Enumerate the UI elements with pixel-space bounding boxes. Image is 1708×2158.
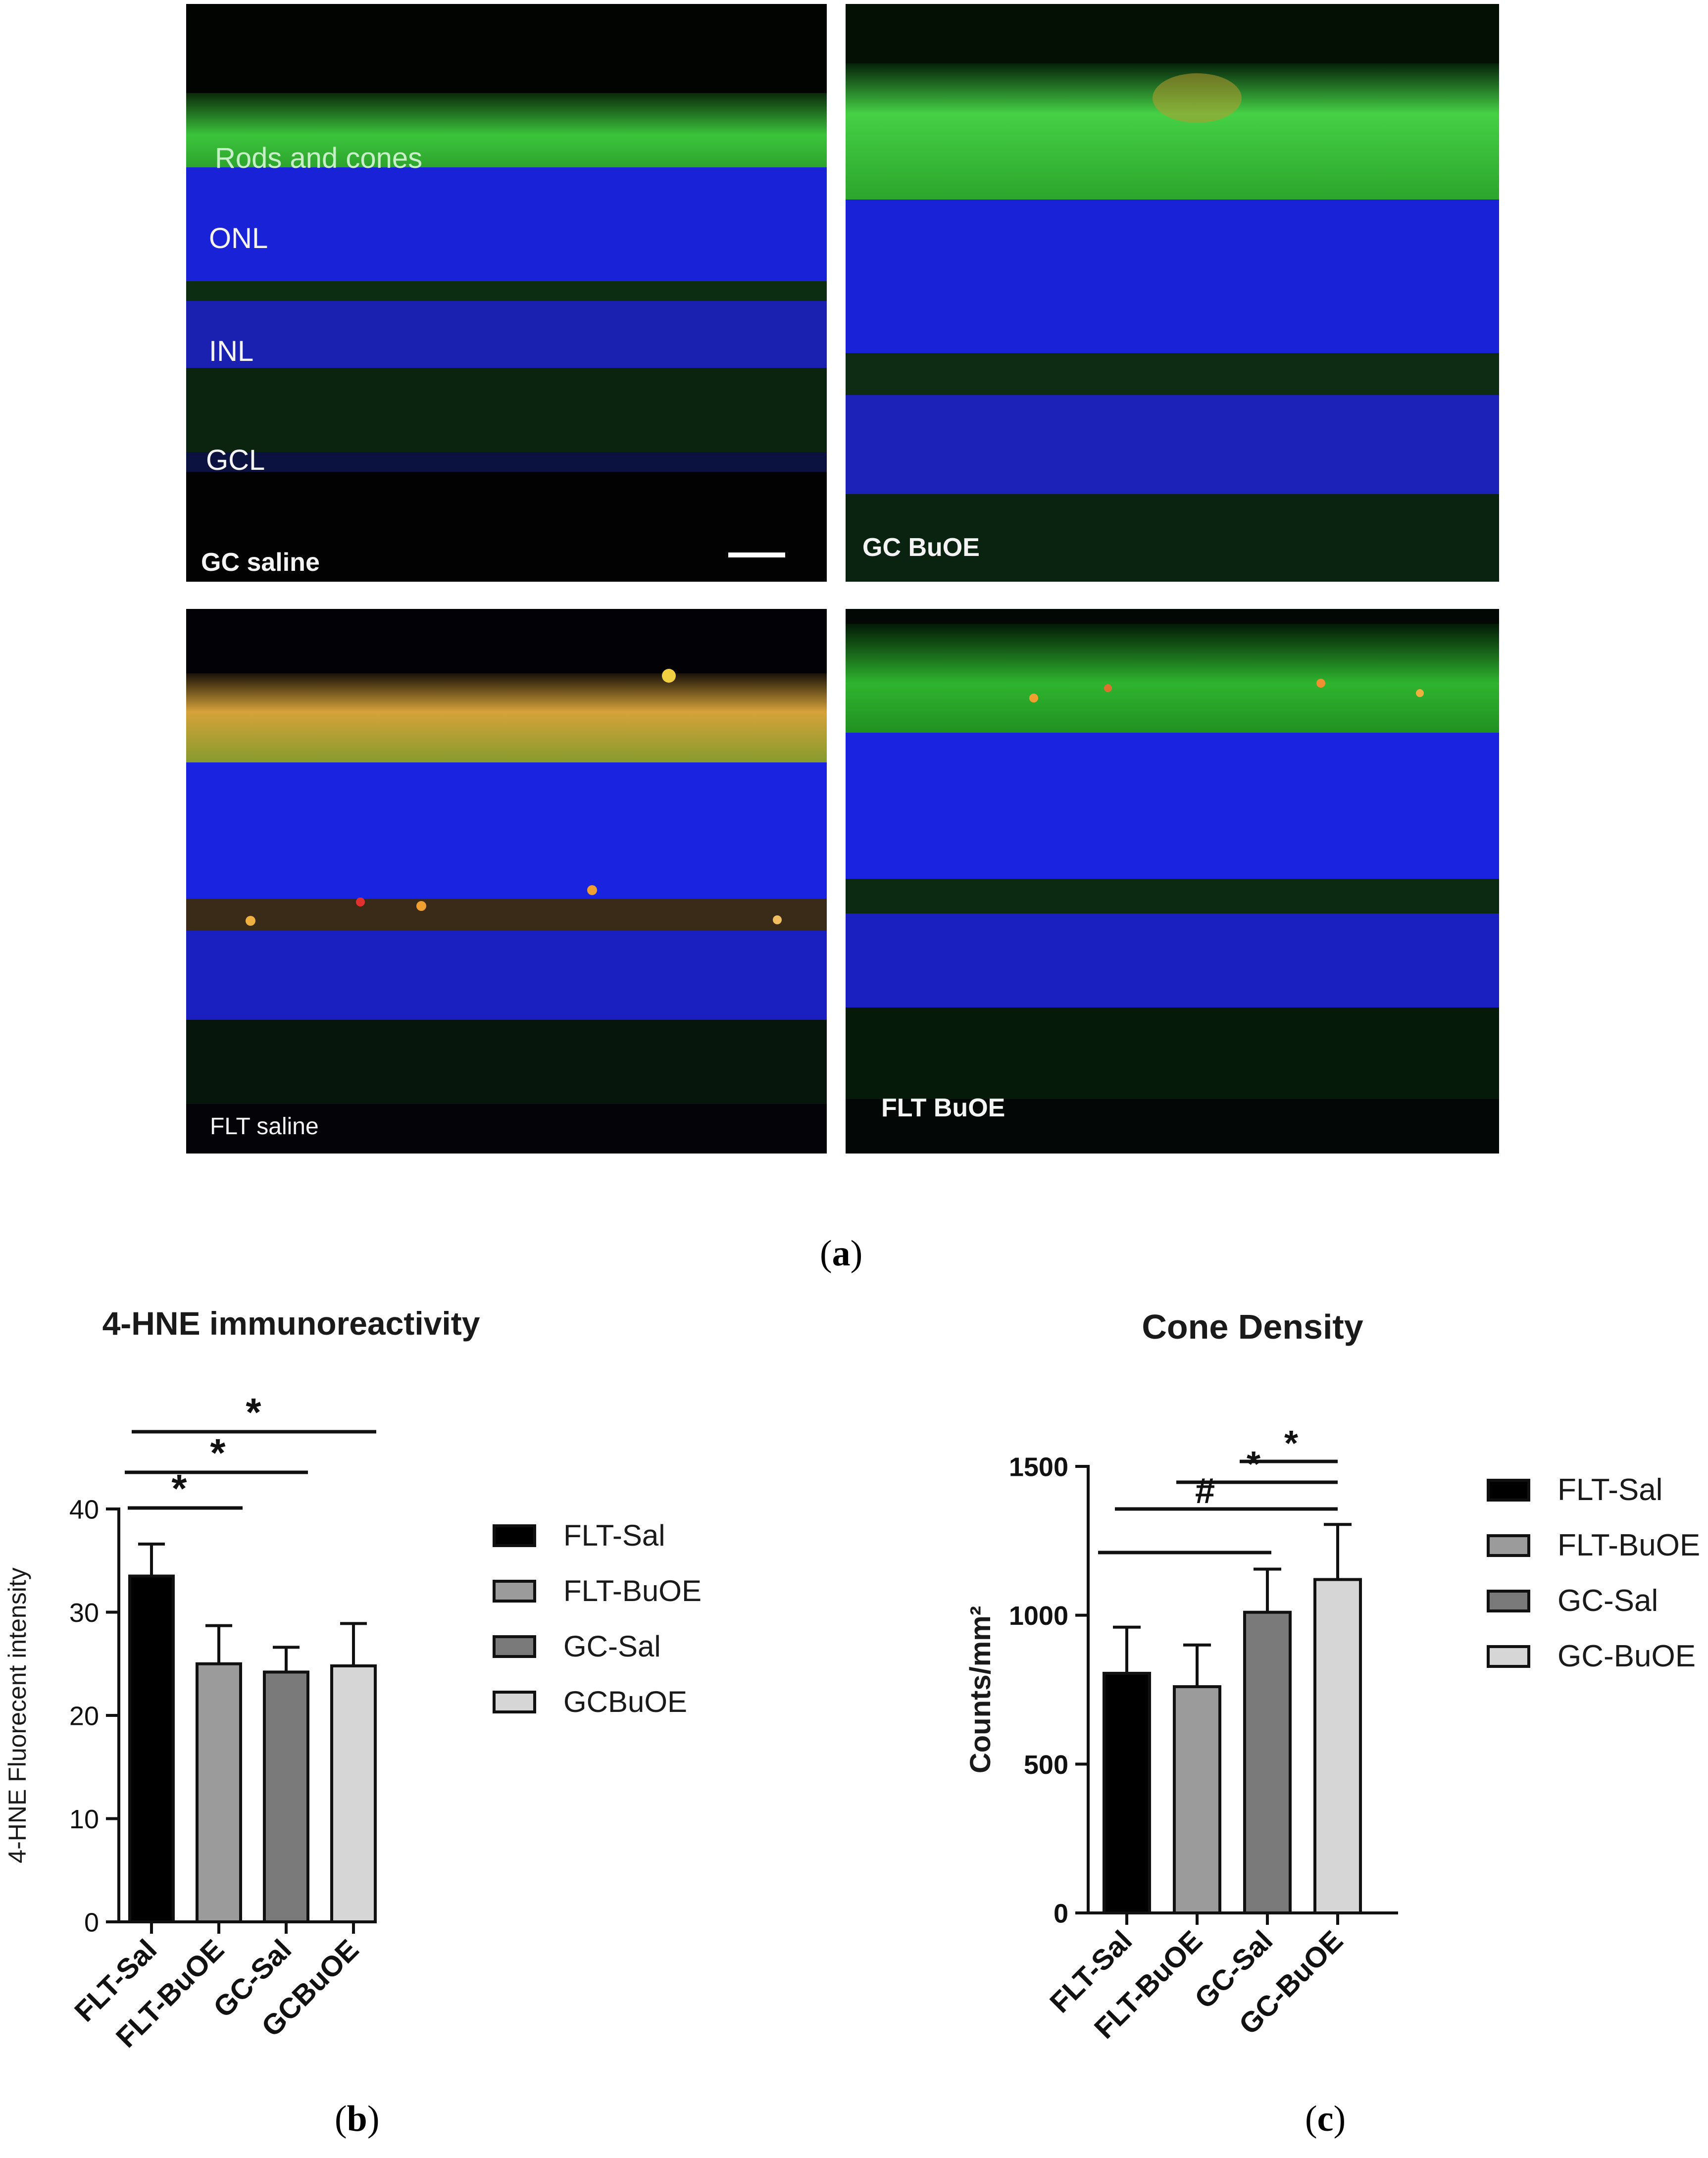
panel-label-c: (c) <box>1305 2099 1346 2139</box>
micrograph-flt-saline: FLT saline <box>186 609 827 1154</box>
y-axis-label: 4-HNE Fluorecent intensity <box>3 1567 31 1863</box>
bar <box>196 1662 242 1923</box>
significance-marker: * <box>246 1390 261 1434</box>
y-tick-label: 30 <box>69 1598 99 1628</box>
bar <box>128 1574 175 1923</box>
micrograph-flt-buoe: FLT BuOE <box>846 609 1499 1154</box>
y-tick-label: 1500 <box>1009 1452 1068 1482</box>
bar <box>330 1664 377 1923</box>
chart-4hne: 4-HNE immunoreactivity 4-HNE Fluorecent i… <box>3 1305 702 2054</box>
y-tick-label: 1000 <box>1009 1601 1068 1631</box>
scale-bar <box>728 552 785 557</box>
y-tick-label: 500 <box>1024 1750 1068 1780</box>
legend-swatch <box>493 1635 536 1658</box>
y-axis-label: Counts/mm² <box>964 1606 997 1773</box>
micrograph-caption: FLT saline <box>210 1113 319 1140</box>
bar <box>1173 1685 1221 1915</box>
legend-label: GC-Sal <box>563 1630 661 1663</box>
legend-label: GC-Sal <box>1557 1584 1658 1618</box>
layer-label-gcl: GCL <box>206 444 265 476</box>
micrograph-gc-saline: Rods and cones ONL INL GCL GC saline <box>186 4 827 582</box>
significance-marker: * <box>1247 1445 1260 1484</box>
legend-label: FLT-Sal <box>1557 1473 1662 1507</box>
legend-label: GC-BuOE <box>1557 1639 1696 1673</box>
legend-label: FLT-BuOE <box>563 1574 702 1607</box>
micrograph-gc-saline-image <box>186 4 827 582</box>
layer-label-inl: INL <box>209 335 254 367</box>
layer-label-rods-cones: Rods and cones <box>215 142 423 174</box>
panel-label-b: (b) <box>335 2099 380 2139</box>
legend-swatch <box>493 1691 536 1713</box>
significance-marker: # <box>1195 1471 1215 1511</box>
legend-label: FLT-Sal <box>563 1519 665 1552</box>
chart-title: Cone Density <box>1142 1307 1363 1346</box>
micrograph-gc-buoe: GC BuOE <box>846 4 1499 582</box>
legend-swatch <box>1487 1590 1530 1612</box>
micrograph-caption: GC BuOE <box>862 533 980 562</box>
legend-swatch <box>493 1580 536 1603</box>
micrograph-gc-buoe-image <box>846 4 1499 582</box>
bar <box>263 1670 309 1923</box>
significance-marker: * <box>1284 1424 1298 1463</box>
legend-label: FLT-BuOE <box>1557 1528 1700 1562</box>
significance-marker: * <box>210 1431 226 1475</box>
legend-swatch <box>1487 1534 1530 1557</box>
legend-swatch <box>1487 1479 1530 1502</box>
panel-label-a: (a) <box>820 1233 863 1274</box>
micrograph-caption: GC saline <box>201 548 320 577</box>
bar <box>1243 1610 1292 1914</box>
y-tick-label: 0 <box>1054 1899 1068 1928</box>
micrograph-flt-saline-image <box>186 609 827 1154</box>
legend-swatch <box>1487 1645 1530 1668</box>
micrograph-caption: FLT BuOE <box>881 1094 1005 1122</box>
legend-label: GCBuOE <box>563 1685 687 1718</box>
y-tick-label: 0 <box>84 1907 99 1937</box>
chart-cone-density: Cone Density Counts/mm² 0 500 1000 1500 FLT-Sa… <box>964 1307 1700 2045</box>
legend-swatch <box>493 1524 536 1547</box>
layer-label-onl: ONL <box>209 222 268 254</box>
bar <box>1103 1671 1151 1915</box>
y-tick-label: 20 <box>69 1701 99 1731</box>
chart-title: 4-HNE immunoreactivity <box>102 1305 480 1342</box>
bar <box>1313 1578 1362 1914</box>
y-tick-label: 40 <box>69 1495 99 1524</box>
y-tick-label: 10 <box>69 1805 99 1834</box>
micrograph-flt-buoe-image <box>846 609 1499 1154</box>
